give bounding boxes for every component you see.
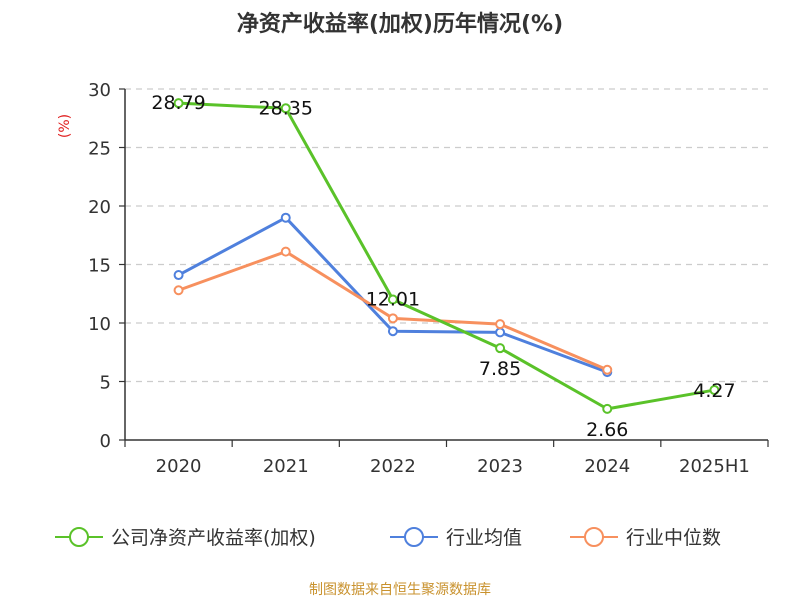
legend-marker — [584, 527, 604, 547]
x-tick-label: 2020 — [156, 456, 202, 477]
series-point-1 — [173, 270, 184, 281]
y-axis-label: (%) — [57, 114, 73, 138]
legend-label: 行业中位数 — [626, 527, 721, 549]
data-label: 4.27 — [693, 380, 735, 402]
series-point-2 — [495, 319, 506, 330]
data-label: 7.85 — [479, 358, 521, 380]
y-tick-label: 20 — [88, 197, 111, 218]
legend-label: 公司净资产收益率(加权) — [111, 527, 316, 549]
series-point-0 — [495, 343, 506, 354]
series-point-0 — [387, 294, 398, 305]
series-point-1 — [387, 326, 398, 337]
y-tick-label: 0 — [100, 431, 111, 452]
source-note: 制图数据来自恒生聚源数据库 — [309, 582, 491, 598]
series-point-0 — [709, 385, 720, 396]
series-point-0 — [602, 403, 613, 414]
series-point-2 — [602, 364, 613, 375]
series-line-0 — [178, 101, 715, 411]
series-point-2 — [173, 285, 184, 296]
data-label: 28.35 — [259, 97, 313, 119]
data-label: 28.79 — [151, 92, 205, 114]
y-tick-label: 5 — [100, 373, 111, 394]
legend-label: 行业均值 — [446, 527, 522, 549]
y-tick-label: 25 — [88, 139, 111, 160]
legend-marker — [404, 527, 424, 547]
y-tick-label: 30 — [88, 80, 111, 101]
series-point-2 — [280, 246, 291, 257]
series-point-1 — [280, 212, 291, 223]
y-tick-label: 15 — [88, 256, 111, 277]
series-point-0 — [173, 98, 184, 109]
x-tick-label: 2022 — [370, 456, 416, 477]
legend-marker — [69, 527, 89, 547]
x-tick-label: 2024 — [584, 456, 630, 477]
chart-title: 净资产收益率(加权)历年情况(%) — [236, 12, 564, 37]
x-tick-label: 2021 — [263, 456, 309, 477]
series-point-1 — [495, 327, 506, 338]
x-tick-label: 2025H1 — [679, 456, 750, 477]
series-point-2 — [387, 313, 398, 324]
data-label: 2.66 — [586, 419, 628, 441]
data-label: 12.01 — [366, 288, 420, 310]
series-point-0 — [280, 103, 291, 114]
series-line-2 — [178, 250, 608, 372]
y-tick-label: 10 — [88, 314, 111, 335]
x-tick-label: 2023 — [477, 456, 523, 477]
